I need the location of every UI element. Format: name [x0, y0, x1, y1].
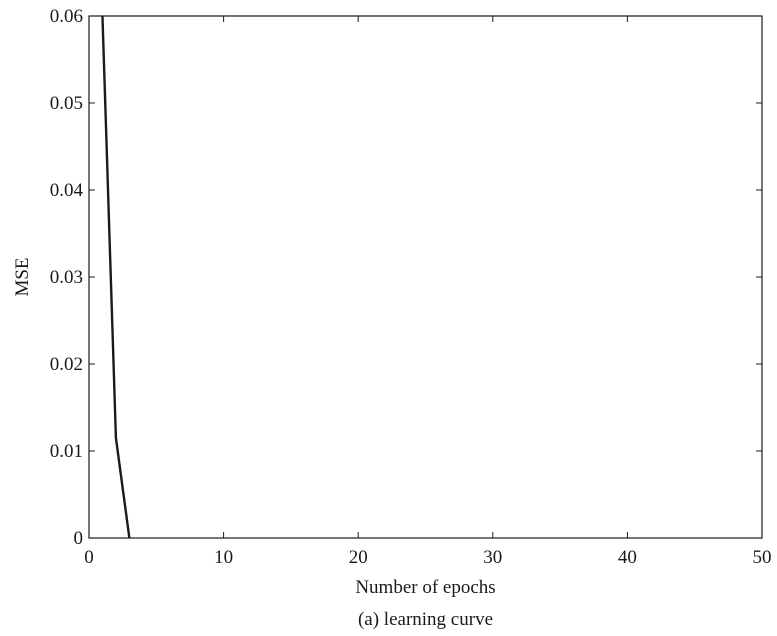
- mse-curve-line: [101, 15, 131, 539]
- y-tick-label: 0.05: [50, 93, 83, 114]
- y-tick-label: 0.03: [50, 267, 83, 288]
- x-tick-label: 20: [349, 547, 368, 568]
- x-axis-ticks: 0 10 20 30 40 50: [84, 16, 772, 568]
- y-tick-label: 0.06: [50, 6, 83, 27]
- y-axis-ticks: 0 0.01 0.02 0.03 0.04 0.05 0.06: [50, 6, 762, 549]
- plot-frame: [88, 15, 763, 539]
- x-tick-label: 10: [214, 547, 233, 568]
- x-tick-label: 50: [753, 547, 772, 568]
- x-tick-label: 30: [483, 547, 502, 568]
- x-tick-label: 0: [84, 547, 94, 568]
- y-axis-label: MSE: [12, 257, 33, 296]
- x-tick-label: 40: [618, 547, 637, 568]
- chart-caption: (a) learning curve: [358, 609, 493, 630]
- y-tick-label: 0.02: [50, 354, 83, 375]
- y-tick-label: 0: [74, 528, 84, 549]
- y-tick-label: 0.04: [50, 180, 84, 201]
- series-group: [101, 15, 131, 539]
- y-tick-label: 0.01: [50, 441, 83, 462]
- x-axis-label: Number of epochs: [355, 577, 495, 598]
- plot-border: [88, 15, 763, 539]
